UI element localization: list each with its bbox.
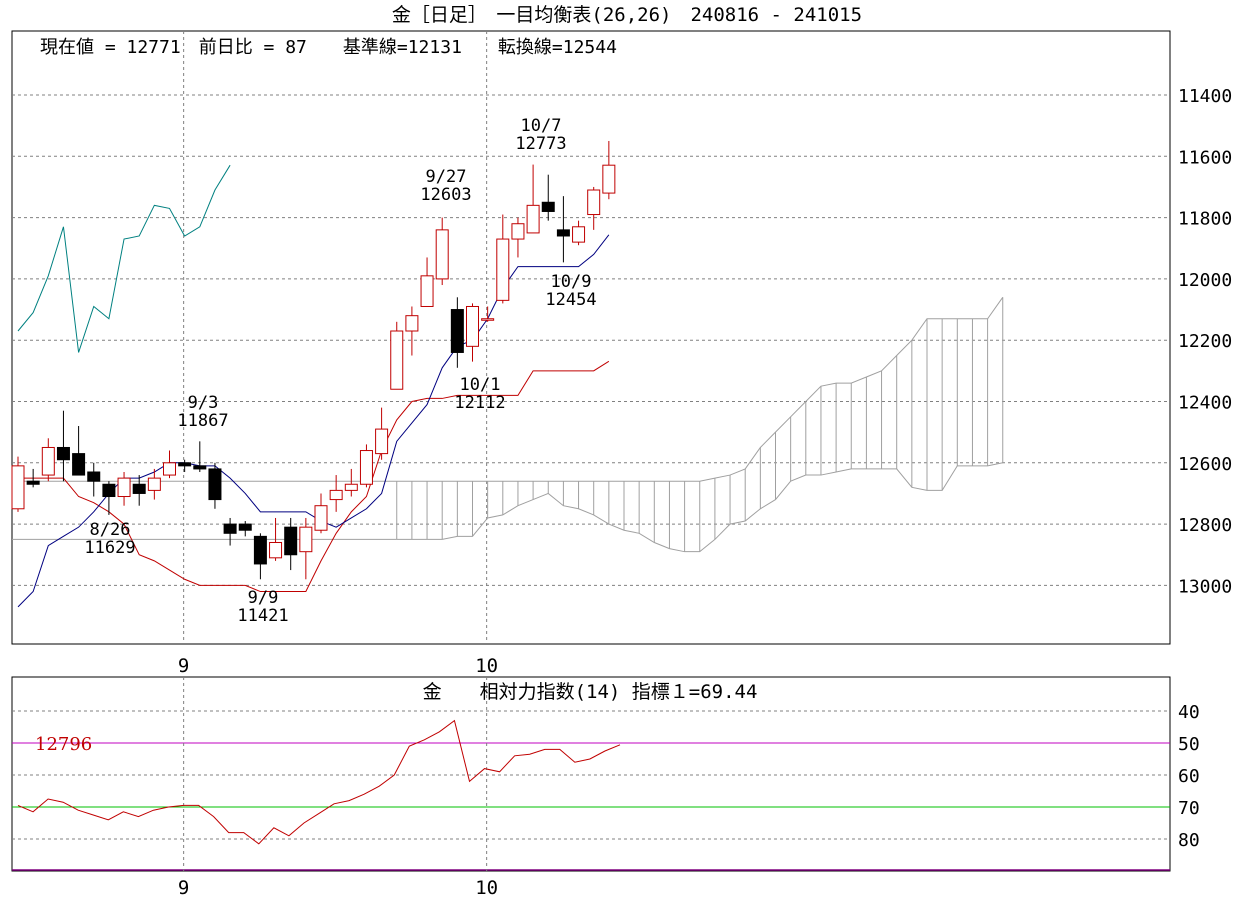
candle-body <box>450 309 464 353</box>
annotation-value: 11629 <box>84 538 135 558</box>
main-y-tick: 12000 <box>1178 270 1232 291</box>
annotation-value: 11421 <box>237 606 288 626</box>
main-y-tick: 11600 <box>1178 147 1232 168</box>
candle-body <box>253 535 267 565</box>
candle-body <box>56 446 70 461</box>
candle-body <box>556 229 570 237</box>
candle-body <box>132 483 146 494</box>
rsi-chart-title: 金 相対力指数(14) 指標１=69.44 <box>423 681 758 703</box>
main-y-tick: 11800 <box>1178 209 1232 230</box>
candle-body <box>405 315 419 332</box>
candle-body <box>117 477 131 498</box>
candle-body <box>435 229 449 280</box>
rsi-x-axis: 9 10 <box>178 877 498 899</box>
candle-body <box>602 164 616 194</box>
candle-body <box>147 477 161 491</box>
rsi-y-tick: 60 <box>1178 766 1200 787</box>
candle-body <box>193 465 207 470</box>
candle-body <box>344 483 358 491</box>
candle-body <box>572 226 586 243</box>
rsi-line <box>17 719 621 845</box>
chikou-line <box>17 164 231 353</box>
senkou-span-a <box>396 297 1004 482</box>
rsi-x-tick: 9 <box>178 877 189 899</box>
main-y-axis: 13000 12800 12600 12400 12200 12000 11800 11600… <box>1178 86 1232 597</box>
candle-body <box>41 446 55 476</box>
main-x-tick: 10 <box>475 655 498 677</box>
indicator-lines <box>17 164 610 608</box>
rsi-y-tick: 50 <box>1178 734 1200 755</box>
candle-body <box>526 204 540 234</box>
rsi-panel-frame <box>11 676 1171 872</box>
annotation-date: 8/26 <box>90 520 131 540</box>
candle-body <box>238 523 252 531</box>
candle-body <box>587 189 601 216</box>
annotation-date: 9/3 <box>188 393 219 413</box>
candle-body <box>223 523 237 534</box>
rsi-y-tick: 70 <box>1178 798 1200 819</box>
annotation-date: 10/9 <box>551 272 592 292</box>
annotation-value: 11867 <box>177 411 228 431</box>
candle-body <box>481 318 495 321</box>
price-annotations: 8/26116299/3118679/9114219/271260310/112… <box>84 116 596 626</box>
candle-body <box>511 223 525 240</box>
senkou-span-b <box>396 462 1003 553</box>
candle-body <box>496 238 510 301</box>
ichimoku-cloud <box>12 297 1004 553</box>
candle-body <box>163 462 176 476</box>
candle-body <box>390 330 404 390</box>
candle-body <box>102 483 116 498</box>
annotation-value: 12454 <box>545 290 596 310</box>
main-x-tick: 9 <box>178 655 189 677</box>
rsi-lines <box>17 719 621 845</box>
candle-body <box>314 505 328 531</box>
main-y-tick: 12800 <box>1178 515 1232 536</box>
candlesticks <box>11 140 616 580</box>
main-grid <box>12 31 1170 644</box>
candle-body <box>284 526 298 556</box>
main-x-axis: 9 10 <box>178 655 498 677</box>
candle-body <box>466 305 479 347</box>
annotation-date: 10/7 <box>521 116 562 136</box>
rsi-x-tick: 10 <box>475 877 498 899</box>
annotation-value: 12773 <box>515 134 566 154</box>
tenkan-line <box>17 234 610 608</box>
annotation-value: 12603 <box>420 185 471 205</box>
annotation-value: 12112 <box>454 393 505 413</box>
candle-body <box>329 489 343 501</box>
rsi-y-axis: 80 70 60 50 40 <box>1178 702 1200 851</box>
main-y-tick: 12400 <box>1178 393 1232 414</box>
candle-body <box>269 541 283 559</box>
annotation-date: 9/27 <box>426 167 467 187</box>
main-chart-title: 金［日足］ 一目均衡表(26,26) 240816 - 241015 <box>392 4 862 26</box>
main-y-tick: 11400 <box>1178 86 1232 107</box>
candle-body <box>359 450 373 485</box>
candle-body <box>208 468 222 501</box>
candle-body <box>420 275 434 307</box>
candle-body <box>178 462 192 467</box>
rsi-y-tick: 40 <box>1178 702 1200 723</box>
kijun-line <box>18 360 610 593</box>
candle-body <box>26 480 40 485</box>
candle-body <box>299 526 313 553</box>
annotation-date: 10/1 <box>460 375 501 395</box>
rsi-grid <box>12 677 1170 871</box>
candle-body <box>87 471 101 482</box>
candle-body <box>541 201 555 212</box>
main-panel-frame <box>11 30 1171 645</box>
main-y-tick: 13000 <box>1178 576 1232 597</box>
main-chart-info: 現在値 = 12771 前日比 = 87 基準線=12131 転換線=12544 <box>40 37 617 58</box>
candle-body <box>11 465 25 510</box>
annotation-date: 9/9 <box>248 588 279 608</box>
candle-body <box>72 453 86 476</box>
main-y-tick: 12600 <box>1178 454 1232 475</box>
main-y-tick: 12200 <box>1178 331 1232 352</box>
rsi-hline-label: 12796 <box>35 734 92 755</box>
candle-body <box>375 428 389 455</box>
rsi-y-tick: 80 <box>1178 830 1200 851</box>
